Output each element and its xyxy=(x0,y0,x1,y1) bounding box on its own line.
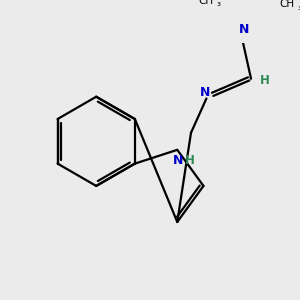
Text: ₃: ₃ xyxy=(297,2,300,12)
Text: CH: CH xyxy=(199,0,214,6)
Text: H: H xyxy=(185,154,195,166)
Text: N: N xyxy=(173,154,183,166)
Text: H: H xyxy=(260,74,270,87)
Text: N: N xyxy=(239,22,249,35)
Text: CH: CH xyxy=(280,0,295,9)
Text: N: N xyxy=(200,86,210,99)
Text: ₃: ₃ xyxy=(216,0,220,8)
